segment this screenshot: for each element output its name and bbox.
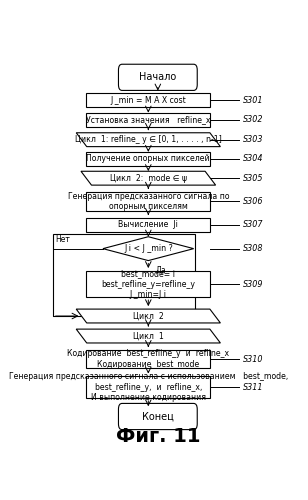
- Text: S301: S301: [243, 96, 263, 105]
- FancyBboxPatch shape: [119, 64, 197, 90]
- Text: Цикл  1: Цикл 1: [133, 332, 164, 340]
- Text: Генерация предсказанного сигнала по
опорным пикселям: Генерация предсказанного сигнала по опор…: [67, 192, 229, 211]
- Bar: [86, 271, 210, 297]
- Text: S303: S303: [243, 135, 263, 144]
- Text: S308: S308: [243, 244, 263, 253]
- Text: Кодирование  best_refline_y  и  refline_x
Кодирование  best_mode: Кодирование best_refline_y и refline_x К…: [67, 350, 229, 369]
- Text: Да: Да: [156, 265, 166, 274]
- Bar: [86, 218, 210, 232]
- Polygon shape: [81, 172, 216, 185]
- Text: S309: S309: [243, 280, 263, 288]
- Text: Начало: Начало: [139, 72, 176, 83]
- Text: Фиг. 11: Фиг. 11: [116, 427, 200, 446]
- Bar: [86, 350, 210, 368]
- Text: Генерация предсказанного сигнала с использованием   best_mode,
best_refline_y,  : Генерация предсказанного сигнала с испол…: [9, 372, 288, 402]
- Bar: [86, 94, 210, 108]
- Text: Конец: Конец: [142, 412, 174, 422]
- Text: Получение опорных пикселей: Получение опорных пикселей: [87, 154, 210, 164]
- Text: S304: S304: [243, 154, 263, 164]
- Text: S306: S306: [243, 197, 263, 206]
- Text: S305: S305: [243, 174, 263, 182]
- Text: Установка значения   refline_x: Установка значения refline_x: [86, 115, 211, 124]
- Bar: [86, 112, 210, 126]
- Bar: [86, 152, 210, 166]
- Text: Вычисление  Ji: Вычисление Ji: [118, 220, 178, 230]
- Text: S311: S311: [243, 383, 263, 392]
- Text: best_mode= i
best_refline_y=refline_y
J _min=J i: best_mode= i best_refline_y=refline_y J …: [101, 269, 195, 299]
- Text: S310: S310: [243, 354, 263, 364]
- Polygon shape: [76, 309, 221, 323]
- Text: Цикл  2: Цикл 2: [133, 312, 164, 320]
- Polygon shape: [103, 236, 194, 260]
- Bar: [86, 192, 210, 211]
- Text: J _min = M A X cost: J _min = M A X cost: [111, 96, 186, 105]
- Text: S302: S302: [243, 115, 263, 124]
- Text: J i < J _min ?: J i < J _min ?: [124, 244, 173, 253]
- Bar: [86, 376, 210, 398]
- FancyBboxPatch shape: [119, 404, 197, 429]
- Text: S307: S307: [243, 220, 263, 230]
- Polygon shape: [76, 133, 221, 146]
- Text: Цикл  1: refline_ y ∈ [0, 1, . . . . , n-1]: Цикл 1: refline_ y ∈ [0, 1, . . . . , n-…: [75, 135, 222, 144]
- Bar: [53, 234, 195, 316]
- Polygon shape: [76, 329, 221, 343]
- Text: Цикл  2:  mode ∈ ψ: Цикл 2: mode ∈ ψ: [110, 174, 187, 182]
- Text: Нет: Нет: [55, 235, 70, 244]
